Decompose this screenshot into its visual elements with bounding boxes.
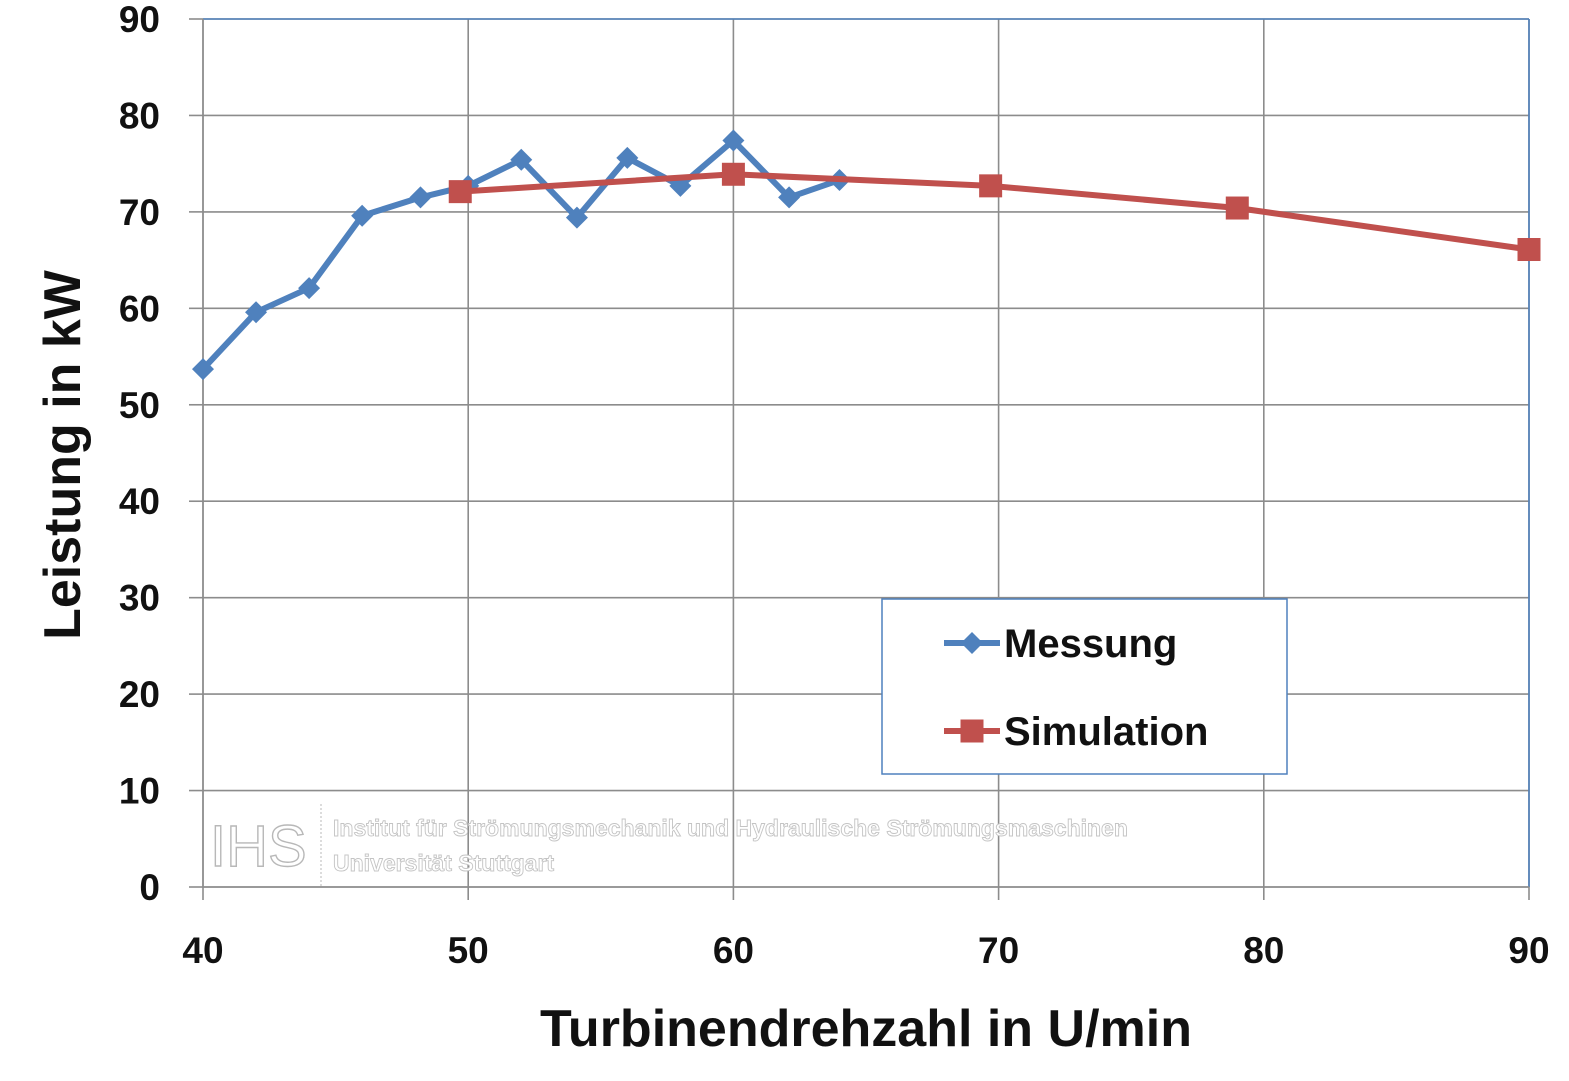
axes	[189, 18, 1530, 900]
y-tick-label: 40	[119, 481, 160, 522]
watermark-line-1: Institut für Strömungsmechanik und Hydra…	[333, 815, 1128, 841]
x-tick-label: 90	[1508, 930, 1549, 971]
y-axis-title: Leistung in kW	[34, 269, 92, 640]
x-tick-label: 50	[448, 930, 489, 971]
legend-label-simulation: Simulation	[1004, 710, 1208, 754]
y-tick-label: 20	[119, 674, 160, 715]
y-tick-label: 50	[119, 385, 160, 426]
legend-box	[881, 598, 1288, 775]
series-simulation	[448, 162, 1541, 262]
y-tick-label: 0	[139, 867, 160, 908]
y-tick-label: 10	[119, 771, 160, 812]
x-tick-label: 40	[182, 930, 223, 971]
data-point-messung	[778, 186, 801, 209]
data-point-messung	[298, 277, 321, 300]
y-tick-label: 80	[119, 95, 160, 136]
data-point-simulation	[979, 174, 1003, 198]
x-tick-label: 60	[713, 930, 754, 971]
data-point-messung	[245, 301, 268, 324]
x-axis-title: Turbinendrehzahl in U/min	[540, 1000, 1192, 1058]
data-point-messung	[409, 186, 432, 209]
data-point-messung	[616, 146, 639, 169]
watermark-logo: IHS	[210, 814, 307, 879]
series	[192, 129, 1541, 381]
tick-labels: 0 10 20 30 40 50 60 70 80 90 40 50 60 70 80 90	[119, 0, 1550, 971]
data-point-simulation	[1225, 196, 1249, 220]
x-tick-label: 70	[978, 930, 1019, 971]
data-point-messung	[722, 129, 745, 152]
legend-item-simulation: Simulation	[944, 710, 1208, 754]
legend-label-messung: Messung	[1004, 622, 1177, 666]
grid	[203, 18, 1530, 887]
watermark: IHS Institut für Strömungsmechanik und H…	[209, 804, 1128, 886]
y-tick-label: 30	[119, 578, 160, 619]
data-point-messung	[510, 148, 533, 171]
data-point-messung	[351, 204, 374, 227]
legend-item-messung: Messung	[944, 622, 1177, 666]
legend-items: Messung Simulation	[944, 622, 1208, 754]
legend: Messung Simulation	[881, 598, 1288, 775]
data-point-simulation	[448, 180, 472, 204]
x-tick-label: 80	[1243, 930, 1284, 971]
legend-marker-simulation	[960, 719, 984, 743]
y-tick-label: 90	[119, 0, 160, 40]
data-point-simulation	[721, 162, 745, 186]
y-tick-label: 60	[119, 288, 160, 329]
legend-marker-messung	[961, 632, 983, 654]
data-point-simulation	[1517, 238, 1541, 262]
data-point-messung	[565, 206, 588, 229]
watermark-line-2: Universität Stuttgart	[333, 850, 554, 876]
y-tick-label: 70	[119, 192, 160, 233]
data-point-messung	[192, 358, 214, 381]
series-messung	[192, 129, 851, 381]
